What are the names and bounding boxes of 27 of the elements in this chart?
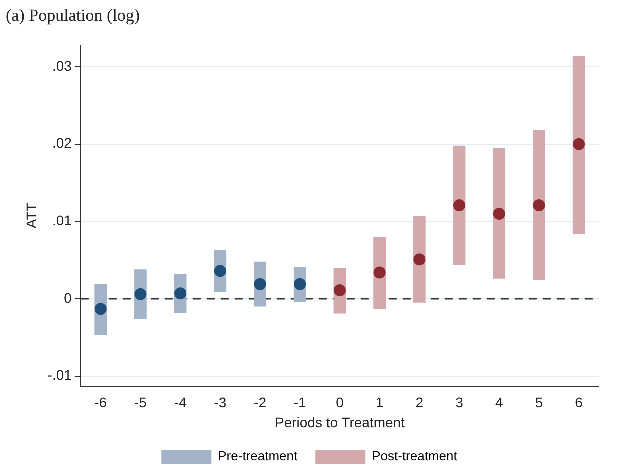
- x-tick-label: -5: [134, 394, 148, 411]
- y-tick-label: .01: [52, 212, 72, 229]
- chart-title: (a) Population (log): [6, 6, 140, 26]
- bar: [453, 146, 466, 265]
- y-tick-label: .02: [52, 135, 72, 152]
- x-axis-title: Periods to Treatment: [274, 414, 406, 430]
- bar: [572, 56, 586, 234]
- x-tick-label: 1: [376, 394, 384, 411]
- x-tick-label: 2: [416, 394, 424, 411]
- x-tick-label: 5: [535, 394, 544, 411]
- legend-label: Post-treatment: [372, 448, 458, 464]
- legend-label: Pre-treatment: [218, 448, 298, 464]
- x-tick-label: 4: [495, 394, 504, 411]
- x-tick-label: 6: [575, 394, 584, 411]
- x-tick-label: -4: [174, 394, 187, 411]
- y-tick-label: .03: [52, 58, 72, 74]
- x-tick-label: 3: [456, 394, 464, 411]
- y-tick-label: -.01: [48, 367, 72, 384]
- y-axis-title: ATT: [23, 202, 40, 229]
- y-tick-label: 0: [64, 290, 72, 306]
- x-tick-label: -3: [214, 394, 227, 411]
- x-tick-label: -2: [254, 394, 267, 411]
- x-tick-label: 0: [336, 394, 344, 411]
- x-tick-label: -6: [94, 394, 108, 411]
- x-tick-label: -1: [294, 394, 307, 411]
- bar: [493, 148, 506, 279]
- bar: [533, 130, 546, 280]
